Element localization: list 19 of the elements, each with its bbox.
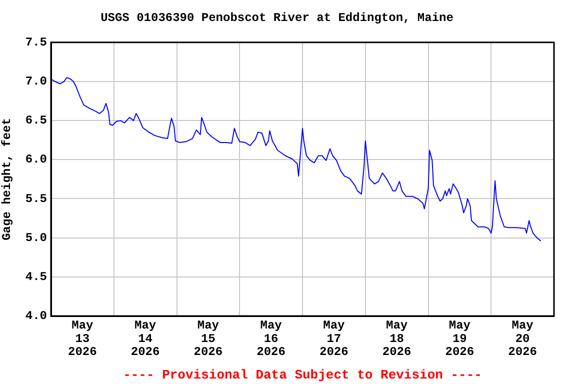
y-tick-label: 4.0 bbox=[25, 309, 47, 324]
x-tick-label: May 17 2026 bbox=[320, 318, 348, 360]
x-tick-label: May 18 2026 bbox=[382, 318, 412, 360]
chart-title: USGS 01036390 Penobscot River at Eddington, Maine bbox=[100, 11, 454, 26]
y-tick-label: 6.0 bbox=[25, 152, 47, 167]
x-tick-label: May 13 2026 bbox=[68, 318, 97, 360]
y-tick-label: 5.0 bbox=[25, 230, 47, 245]
y-tick-label: 7.0 bbox=[25, 74, 47, 88]
x-tick-label: May 20 2026 bbox=[508, 318, 537, 360]
x-tick-label: May 16 2026 bbox=[256, 318, 286, 360]
y-tick-label: 5.5 bbox=[25, 192, 47, 206]
text: ---- Provisional Data Subject to Revision ---- bbox=[123, 367, 482, 382]
y-axis-title: Gage height, feet bbox=[0, 118, 14, 240]
y-tick-label: 6.5 bbox=[25, 114, 47, 128]
x-tick-label: May 19 2026 bbox=[445, 318, 474, 360]
x-tick-label: May 15 2026 bbox=[194, 318, 223, 360]
y-tick-label: 4.5 bbox=[25, 270, 47, 284]
y-tick-label: 7.5 bbox=[25, 35, 47, 50]
x-tick-label: May 14 2026 bbox=[130, 318, 160, 360]
